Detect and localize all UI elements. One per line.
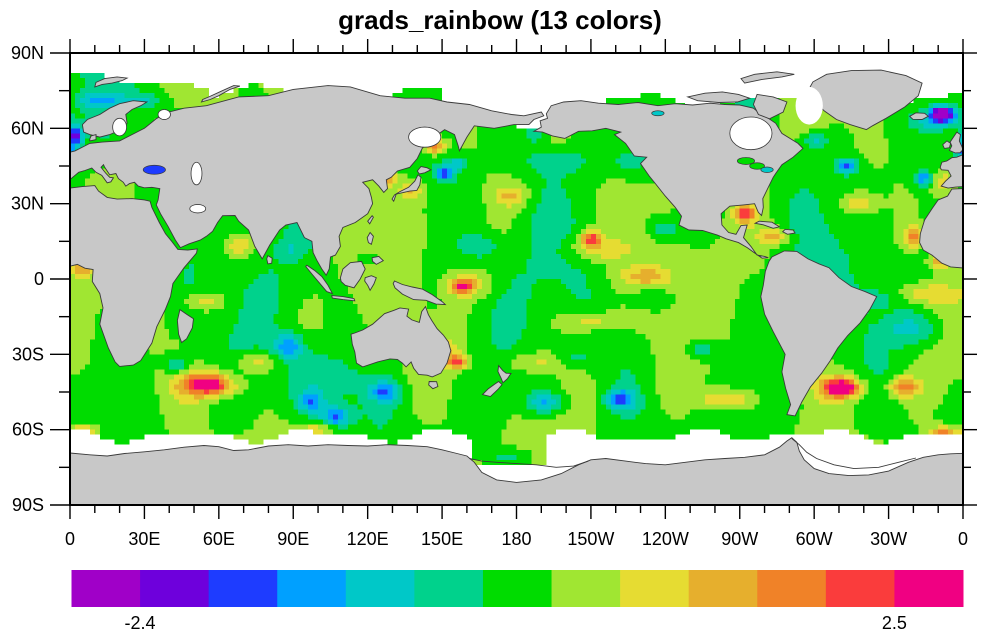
- land-madagascar: [176, 308, 194, 344]
- land-ellesmere: [740, 71, 795, 84]
- no-data-caspian-sea: [190, 161, 203, 186]
- no-data-baffin-bay: [795, 86, 823, 125]
- land-sulawesi: [364, 275, 377, 292]
- land-borneo: [339, 260, 366, 289]
- land-novaya-zemlya: [200, 85, 241, 103]
- y-tick-label: 60S: [12, 420, 44, 440]
- x-tick-label: 150E: [421, 529, 463, 549]
- no-data-baltic-sea: [112, 117, 127, 137]
- x-tick-label: 60W: [796, 529, 833, 549]
- land-hokkaido: [416, 166, 432, 175]
- land-australia: [350, 305, 452, 378]
- land-africa-west: [919, 188, 964, 269]
- y-tick-label: 90S: [12, 495, 44, 515]
- x-tick-label: 150W: [567, 529, 614, 549]
- plot-title: grads_rainbow (13 colors): [338, 5, 662, 35]
- x-tick-label: 120W: [642, 529, 689, 549]
- no-data-persian-gulf: [189, 204, 207, 214]
- x-tick-label: 0: [65, 529, 75, 549]
- land-iberia-france: [939, 154, 964, 189]
- colorbar-swatch-8: [620, 570, 690, 607]
- colorbar-max-label: 2.5: [881, 613, 907, 633]
- colorbar-swatch-0: [71, 570, 141, 607]
- y-tick-label: 30S: [12, 344, 44, 364]
- colorbar-swatch-7: [551, 570, 621, 607]
- colorbar-swatch-2: [208, 570, 278, 607]
- colorbar-swatch-1: [140, 570, 210, 607]
- land-svalbard: [94, 76, 129, 88]
- land-taiwan: [367, 214, 374, 225]
- colorbar-swatch-12: [894, 570, 964, 607]
- land-tasmania: [428, 381, 439, 390]
- land-nz-south: [481, 380, 503, 397]
- lake-lake-erie-ontario: [760, 166, 774, 173]
- land-sumatra: [305, 264, 334, 295]
- land-scandinavia: [81, 100, 149, 138]
- shelf-front-weddell: [791, 438, 917, 470]
- land-antarctica: [69, 437, 964, 506]
- colorbar-swatch-6: [482, 570, 553, 607]
- lake-lake-huron-michigan: [749, 162, 765, 170]
- x-tick-label: 90W: [721, 529, 758, 549]
- colorbar-swatch-9: [688, 570, 758, 607]
- land-uk: [948, 131, 964, 154]
- land-honshu: [391, 174, 422, 203]
- x-tick-label: 180: [501, 529, 531, 549]
- colorbar-swatch-4: [345, 570, 415, 607]
- lake-black-sea: [142, 164, 166, 175]
- land-nz-north: [497, 364, 512, 384]
- land-iceland: [908, 112, 930, 120]
- colorbar-swatch-11: [825, 570, 895, 607]
- land-sri-lanka: [266, 254, 273, 265]
- colorbar-swatch-5: [414, 570, 484, 607]
- land-cuba: [753, 220, 781, 229]
- x-tick-label: 120E: [347, 529, 389, 549]
- colorbar-min-label: -2.4: [124, 613, 156, 633]
- y-tick-label: 0: [34, 269, 44, 289]
- land-greenland: [807, 69, 923, 131]
- land-baffin-island: [752, 93, 788, 120]
- land-denmark: [89, 134, 97, 142]
- x-tick-label: 0: [958, 529, 968, 549]
- no-data-hudson-bay: [729, 116, 773, 151]
- land-luzon: [366, 231, 374, 245]
- land-java: [331, 295, 356, 302]
- land-hispaniola: [781, 228, 796, 235]
- land-mindanao: [371, 255, 385, 265]
- x-tick-label: 30W: [870, 529, 907, 549]
- land-ireland: [942, 140, 952, 149]
- colorbar-swatch-10: [757, 570, 827, 607]
- land-new-guinea: [392, 280, 447, 306]
- x-tick-label: 30E: [128, 529, 160, 549]
- x-tick-label: 90E: [277, 529, 309, 549]
- shelf-front-ross: [469, 458, 589, 468]
- y-tick-label: 60N: [11, 118, 44, 138]
- no-data-okhotsk-nw: [408, 126, 442, 148]
- colorbar-swatch-3: [277, 570, 347, 607]
- y-tick-label: 90N: [11, 43, 44, 63]
- lake-great-bear-lake: [651, 110, 665, 117]
- no-data-white-sea: [157, 109, 171, 120]
- lake-lake-superior: [736, 157, 755, 165]
- y-tick-label: 30N: [11, 194, 44, 214]
- land-south-america: [760, 250, 878, 417]
- x-tick-label: 60E: [203, 529, 235, 549]
- land-victoria-island: [686, 91, 752, 103]
- land-africa-east: [69, 185, 198, 367]
